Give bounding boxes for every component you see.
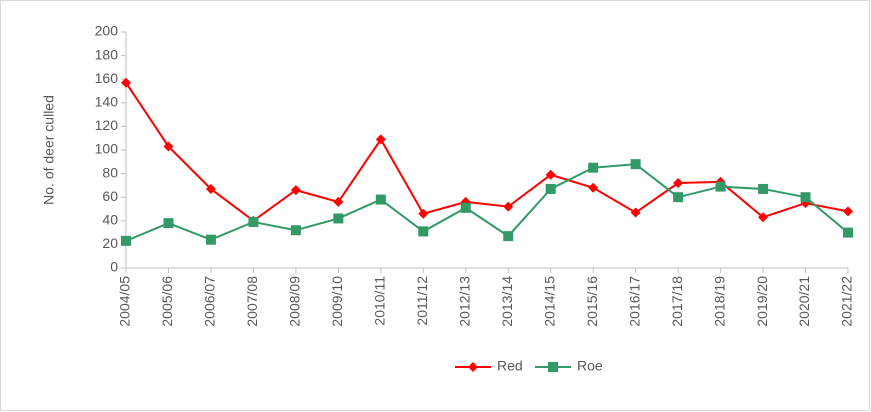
- point-marker: [163, 141, 174, 152]
- y-tick-label: 200: [95, 23, 119, 39]
- legend-marker: [548, 362, 558, 372]
- x-tick-label: 2021/22: [839, 276, 855, 327]
- point-marker: [375, 134, 386, 145]
- point-marker: [545, 183, 556, 194]
- y-tick-label: 140: [95, 94, 119, 110]
- x-tick-label: 2007/08: [244, 276, 260, 327]
- y-tick-label: 80: [102, 164, 118, 180]
- point-marker: [460, 202, 471, 213]
- point-marker: [375, 194, 386, 205]
- point-marker: [333, 213, 344, 224]
- x-tick-label: 2016/17: [626, 276, 642, 327]
- y-tick-label: 160: [95, 70, 119, 86]
- point-marker: [758, 212, 769, 223]
- point-marker: [758, 183, 769, 194]
- point-marker: [588, 182, 599, 193]
- point-marker: [248, 216, 259, 227]
- point-marker: [121, 77, 131, 88]
- legend-label: Red: [497, 358, 523, 374]
- y-tick-label: 40: [102, 212, 118, 228]
- x-tick-label: 2008/09: [287, 276, 303, 327]
- x-tick-label: 2011/12: [414, 276, 430, 326]
- point-marker: [418, 226, 429, 237]
- point-marker: [121, 235, 131, 246]
- x-tick-label: 2005/06: [159, 276, 175, 327]
- point-marker: [630, 159, 641, 170]
- point-marker: [545, 169, 556, 180]
- point-marker: [205, 183, 216, 194]
- y-tick-label: 100: [95, 141, 119, 157]
- y-tick-label: 0: [110, 259, 118, 275]
- x-tick-label: 2006/07: [202, 276, 218, 327]
- point-marker: [715, 181, 726, 192]
- point-marker: [290, 225, 301, 236]
- point-marker: [673, 178, 684, 189]
- x-tick-label: 2004/05: [117, 276, 133, 327]
- point-marker: [843, 227, 853, 238]
- x-tick-label: 2020/21: [796, 276, 812, 327]
- point-marker: [800, 192, 811, 203]
- point-marker: [290, 185, 301, 196]
- y-tick-label: 120: [95, 117, 119, 133]
- x-tick-label: 2012/13: [456, 276, 472, 327]
- y-axis-label: No. of deer culled: [41, 95, 57, 205]
- y-tick-label: 180: [95, 46, 119, 62]
- series-line: [125, 163, 849, 242]
- x-tick-label: 2018/19: [711, 276, 727, 327]
- y-tick-label: 20: [102, 235, 118, 251]
- point-marker: [163, 218, 174, 229]
- x-tick-label: 2013/14: [499, 276, 515, 327]
- point-marker: [333, 196, 344, 207]
- x-tick-label: 2009/10: [329, 276, 345, 327]
- x-tick-label: 2010/11: [372, 276, 388, 326]
- y-tick-label: 60: [102, 188, 118, 204]
- legend-label: Roe: [577, 358, 603, 374]
- x-tick-label: 2017/18: [669, 276, 685, 327]
- x-tick-label: 2015/16: [584, 276, 600, 327]
- point-marker: [588, 162, 599, 173]
- point-marker: [843, 206, 853, 217]
- point-marker: [673, 192, 684, 203]
- point-marker: [503, 231, 514, 242]
- x-tick-label: 2014/15: [541, 276, 557, 327]
- point-marker: [503, 201, 514, 212]
- legend-marker: [468, 362, 478, 372]
- point-marker: [205, 234, 216, 245]
- point-marker: [418, 208, 429, 219]
- point-marker: [630, 207, 641, 218]
- x-tick-label: 2019/20: [754, 276, 770, 327]
